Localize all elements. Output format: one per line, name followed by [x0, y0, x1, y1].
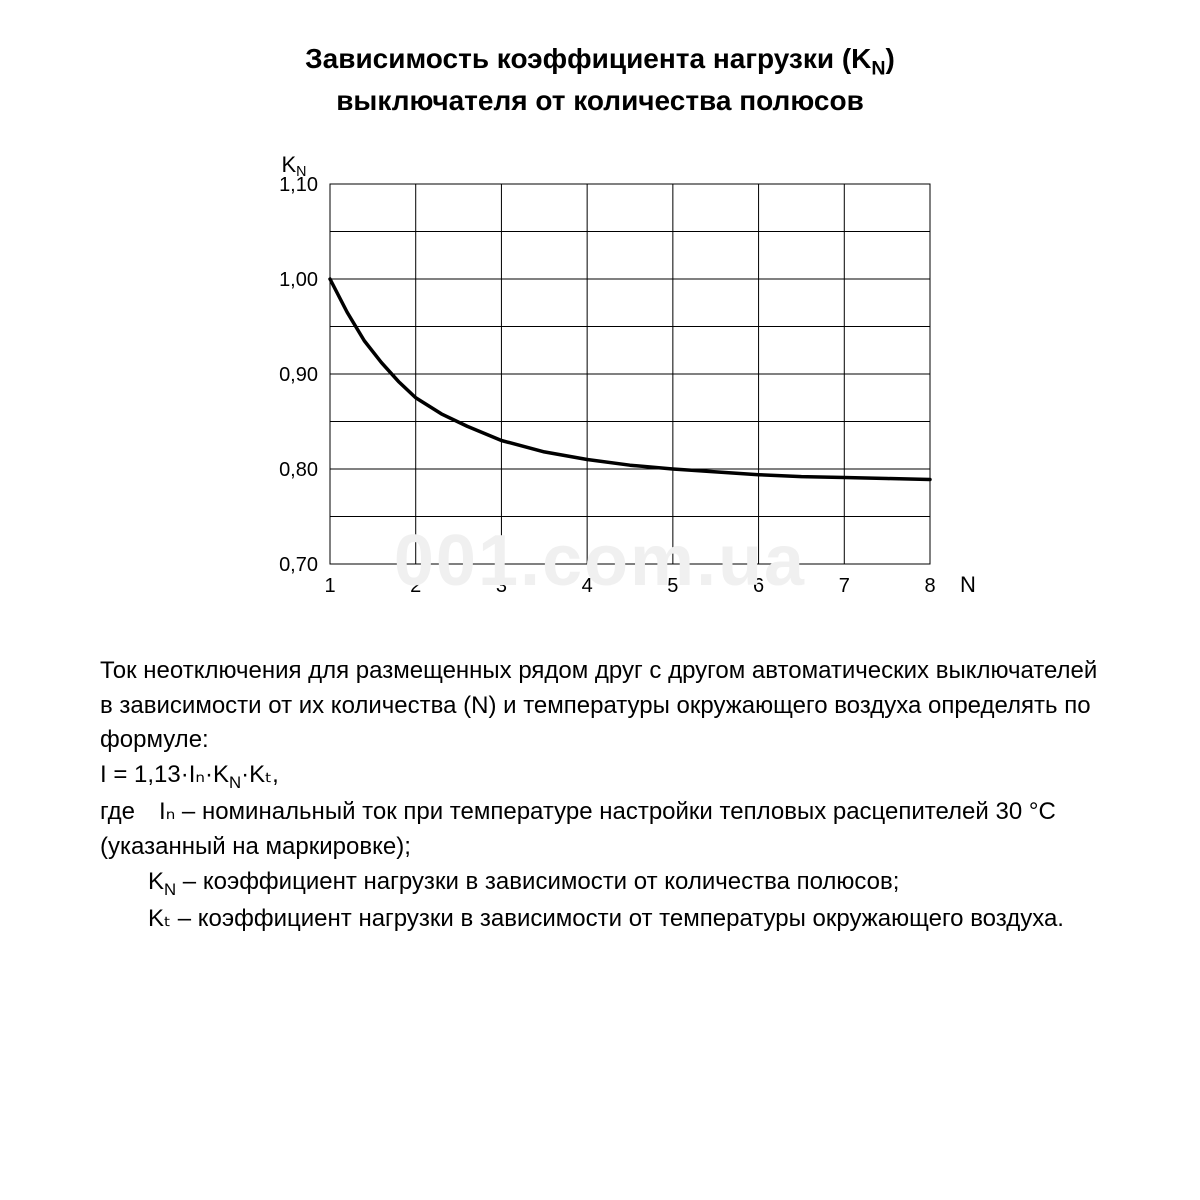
- svg-text:N: N: [960, 572, 976, 597]
- desc-line-4: Kₜ – коэффициент нагрузки в зависимости …: [100, 902, 1100, 937]
- desc-line-1: I = 1,13·Iₙ·KN·Kₜ,: [100, 758, 1100, 795]
- page: Зависимость коэффициента нагрузки (KN) в…: [0, 0, 1200, 1200]
- kn-chart: 0,700,800,901,001,1012345678KNN: [210, 144, 990, 624]
- svg-text:7: 7: [839, 575, 850, 597]
- svg-text:4: 4: [582, 575, 593, 597]
- chart-container: 0,700,800,901,001,1012345678KNN: [210, 144, 990, 624]
- title-line1-end: ): [886, 43, 895, 74]
- desc-line-2: где Iₙ – номинальный ток при температуре…: [100, 795, 1100, 865]
- svg-text:6: 6: [753, 575, 764, 597]
- svg-text:1: 1: [324, 575, 335, 597]
- title-sub: N: [871, 58, 885, 80]
- svg-text:KN: KN: [281, 152, 306, 180]
- description-block: Ток неотключения для размещенных рядом д…: [100, 654, 1100, 937]
- svg-text:8: 8: [924, 575, 935, 597]
- svg-text:0,90: 0,90: [279, 364, 318, 386]
- desc-line-0: Ток неотключения для размещенных рядом д…: [100, 654, 1100, 758]
- chart-title: Зависимость коэффициента нагрузки (KN) в…: [100, 40, 1100, 120]
- desc-line-3: KN – коэффициент нагрузки в зависимости …: [100, 865, 1100, 902]
- svg-text:1,00: 1,00: [279, 269, 318, 291]
- svg-text:0,80: 0,80: [279, 459, 318, 481]
- svg-text:2: 2: [410, 575, 421, 597]
- title-line1: Зависимость коэффициента нагрузки (K: [305, 43, 871, 74]
- svg-text:0,70: 0,70: [279, 554, 318, 576]
- title-line2: выключателя от количества полюсов: [336, 85, 864, 116]
- svg-text:3: 3: [496, 575, 507, 597]
- svg-text:5: 5: [667, 575, 678, 597]
